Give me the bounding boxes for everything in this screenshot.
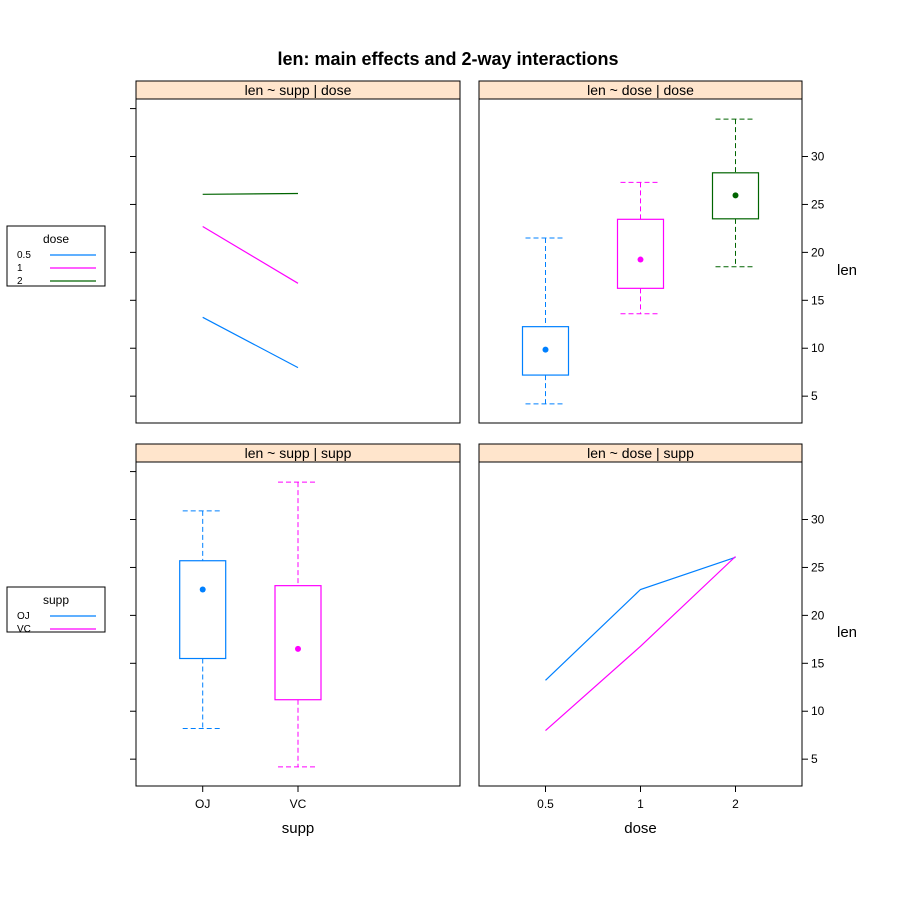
y-tick-label: 5	[811, 752, 818, 766]
legends-layer: dose 0.5 1 2 supp OJ VC	[6, 225, 106, 635]
legend-entry-label: 0.5	[17, 250, 31, 261]
y-tick-label: 5	[811, 389, 818, 403]
box-iqr	[711, 172, 760, 220]
series-line-1	[202, 225, 299, 284]
series-line-OJ	[545, 556, 736, 681]
x-axis-label: supp	[282, 820, 315, 837]
x-axis-1: OJ VC supp	[195, 786, 314, 837]
x-axis-label: dose	[624, 820, 657, 837]
legend-entry-label: OJ	[17, 611, 30, 622]
panel-strip-label: len ~ supp | supp	[245, 445, 352, 461]
y-axis-label: len	[837, 624, 857, 641]
x-tick-label: 1	[637, 797, 644, 811]
legend-entry-label: 1	[17, 263, 23, 274]
median-dot	[732, 192, 739, 199]
boxplot-2	[711, 118, 760, 268]
legend-title: dose	[43, 232, 69, 246]
legend-frame	[6, 225, 106, 287]
y-tick-label: 15	[811, 293, 825, 307]
series-line-0.5	[202, 316, 299, 369]
legend-entry-label: VC	[17, 624, 31, 635]
panel-strip-label: len ~ dose | supp	[587, 445, 694, 461]
median-dot	[199, 586, 206, 593]
panel-frame	[135, 98, 461, 424]
legend-entry-label: 2	[17, 276, 23, 287]
median-dot	[637, 256, 644, 263]
panel-4: len ~ dose | supp 5 10 15 20 25 30	[478, 443, 825, 787]
y-tick-label: 15	[811, 656, 825, 670]
legend-dose: dose 0.5 1 2	[6, 225, 106, 287]
boxplot-OJ	[179, 510, 227, 729]
median-dot	[295, 645, 301, 652]
x-tick-label: VC	[290, 797, 307, 811]
x-tick-label: 2	[732, 797, 739, 811]
y-tick-label: 20	[811, 245, 825, 259]
box-iqr	[616, 218, 665, 289]
y-tick-label: 10	[811, 704, 825, 718]
panels-layer: len ~ supp | dose len ~ dose | dose510152…	[130, 80, 857, 837]
box-iqr	[179, 560, 227, 660]
legend-supp: supp OJ VC	[6, 586, 106, 635]
boxplot-1	[616, 181, 665, 315]
y-axis-label: len	[837, 262, 857, 279]
panel-3: len ~ supp | supp	[130, 443, 461, 787]
box-iqr	[521, 326, 570, 376]
legend-frame	[6, 586, 106, 633]
panel-strip-label: len ~ dose | dose	[587, 82, 694, 98]
boxplot-0.5	[521, 237, 570, 405]
panel-frame	[478, 98, 803, 424]
y-tick-label: 20	[811, 608, 825, 622]
y-tick-label: 25	[811, 560, 825, 574]
x-tick-label: OJ	[195, 797, 210, 811]
y-tick-label: 10	[811, 341, 825, 355]
x-tick-label: 0.5	[537, 797, 554, 811]
chart-title: len: main effects and 2-way interactions	[277, 49, 618, 69]
panel-2: len ~ dose | dose 5 10 15 20 25 30	[478, 80, 825, 424]
box-iqr	[274, 585, 322, 701]
legend-title: supp	[43, 593, 69, 607]
panel-frame	[478, 461, 803, 787]
x-axis-2: 0.5 1 2 dose	[537, 786, 739, 837]
panel-1: len ~ supp | dose	[130, 80, 461, 424]
series-line-VC	[545, 556, 736, 732]
y-tick-label: 25	[811, 197, 825, 211]
series-line-2	[202, 192, 299, 195]
panel-strip-label: len ~ supp | dose	[245, 82, 352, 98]
boxplot-VC	[274, 481, 322, 768]
median-dot	[542, 346, 549, 353]
y-tick-label: 30	[811, 513, 825, 527]
y-tick-label: 30	[811, 150, 825, 164]
